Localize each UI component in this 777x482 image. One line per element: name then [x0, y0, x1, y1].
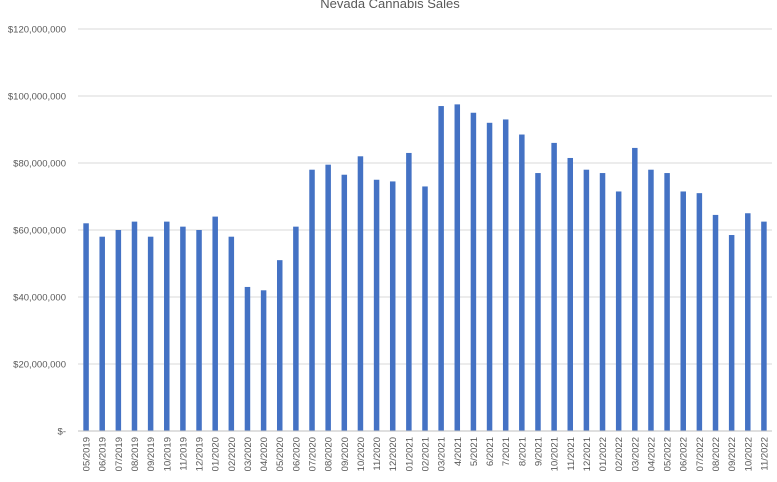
x-tick-label: 04/2020: [259, 437, 270, 471]
bar: [293, 226, 299, 431]
x-tick-label: 11/2020: [372, 437, 383, 471]
bar: [454, 104, 461, 431]
x-tick-label: 09/2020: [340, 437, 351, 471]
x-tick-label: 04/2022: [646, 437, 657, 471]
bar: [260, 290, 267, 431]
x-tick-label: 11/2021: [566, 437, 577, 471]
bar: [551, 142, 557, 431]
bar: [519, 134, 525, 431]
x-tick-label: 6/2021: [485, 437, 496, 466]
bar: [761, 221, 767, 431]
x-axis-ticks: 05/2019 06/2019 07/2019 08/2019 09/2019 10/20…: [82, 437, 771, 471]
x-tick-label: 05/2020: [275, 437, 286, 471]
x-tick-label: 02/2022: [614, 437, 625, 471]
bar: [228, 236, 235, 431]
x-tick-label: 01/2022: [598, 437, 609, 471]
x-tick-label: 8/2021: [517, 437, 528, 466]
x-tick-label: 06/2020: [291, 437, 302, 471]
x-tick-label: 9/2021: [533, 437, 544, 466]
x-tick-label: 01/2021: [404, 437, 415, 471]
x-tick-label: 12/2019: [195, 437, 206, 471]
x-tick-label: 02/2020: [227, 437, 238, 471]
bar: [341, 174, 348, 431]
x-tick-label: 12/2021: [582, 437, 593, 471]
y-axis-ticks: $- $20,000,000 $40,000,000 $60,000,000 $80,0…: [8, 25, 66, 438]
bar: [196, 230, 202, 431]
x-tick-label: 09/2019: [146, 437, 157, 471]
bar: [535, 173, 541, 432]
bar: [276, 260, 283, 431]
y-tick-label: $-: [58, 427, 66, 438]
x-tick-label: 10/2022: [743, 437, 754, 471]
bar: [180, 226, 186, 431]
bar: [648, 169, 654, 431]
x-tick-label: 02/2021: [421, 437, 432, 471]
bar: [115, 230, 122, 431]
x-tick-label: 11/2019: [178, 437, 189, 471]
bar: [309, 169, 315, 431]
x-tick-label: 10/2020: [356, 437, 367, 471]
x-tick-label: 08/2019: [130, 437, 141, 471]
bar: [438, 106, 444, 432]
x-tick-label: 07/2020: [308, 437, 319, 471]
bar: [599, 173, 606, 432]
x-tick-label: 12/2020: [388, 437, 399, 471]
bar: [422, 186, 428, 431]
x-tick-label: 08/2020: [324, 437, 335, 471]
bar: [357, 156, 364, 432]
bar: [567, 157, 574, 431]
chart-title: Nevada Cannabis Sales: [320, 0, 460, 11]
bar: [373, 179, 380, 431]
bar: [728, 235, 735, 431]
x-tick-label: 10/2019: [162, 437, 173, 471]
x-tick-label: 08/2022: [711, 437, 722, 471]
y-tick-label: $20,000,000: [13, 360, 66, 371]
bar: [470, 112, 477, 431]
x-tick-label: 03/2020: [243, 437, 254, 471]
bar: [147, 236, 154, 431]
x-tick-label: 05/2022: [663, 437, 674, 471]
bar: [745, 213, 751, 431]
x-tick-label: 07/2019: [114, 437, 125, 471]
bar: [664, 173, 670, 432]
bar: [131, 221, 138, 431]
bar: [502, 119, 509, 431]
bar: [99, 236, 105, 431]
x-tick-label: 11/2022: [759, 437, 770, 471]
y-tick-label: $100,000,000: [8, 92, 66, 103]
bar: [325, 164, 331, 432]
bar: [696, 193, 703, 431]
y-tick-label: $40,000,000: [13, 293, 66, 304]
x-tick-label: 7/2021: [501, 437, 512, 466]
bar: [83, 223, 89, 431]
bar: [244, 286, 251, 431]
bar: [212, 216, 218, 431]
bar: [389, 181, 396, 431]
bar: [164, 221, 170, 431]
x-tick-label: 01/2020: [211, 437, 222, 471]
bar: [680, 191, 686, 431]
x-tick-label: 4/2021: [453, 437, 464, 466]
y-tick-label: $60,000,000: [13, 226, 66, 237]
bar: [615, 191, 622, 431]
x-tick-label: 07/2022: [695, 437, 706, 471]
x-tick-label: 03/2021: [437, 437, 448, 471]
x-tick-label: 05/2019: [82, 437, 93, 471]
bar: [712, 214, 719, 431]
x-tick-label: 06/2022: [679, 437, 690, 471]
x-tick-label: 5/2021: [469, 437, 480, 466]
bar: [632, 147, 638, 432]
bars: [83, 104, 767, 432]
y-tick-label: $120,000,000: [8, 25, 66, 36]
x-tick-label: 06/2019: [98, 437, 109, 471]
bar: [486, 122, 493, 432]
x-tick-label: 09/2022: [727, 437, 738, 471]
x-tick-label: 03/2022: [630, 437, 641, 471]
y-tick-label: $80,000,000: [13, 159, 66, 170]
bar: [583, 169, 590, 431]
bar: [406, 152, 412, 431]
x-tick-label: 10/2021: [550, 437, 561, 471]
